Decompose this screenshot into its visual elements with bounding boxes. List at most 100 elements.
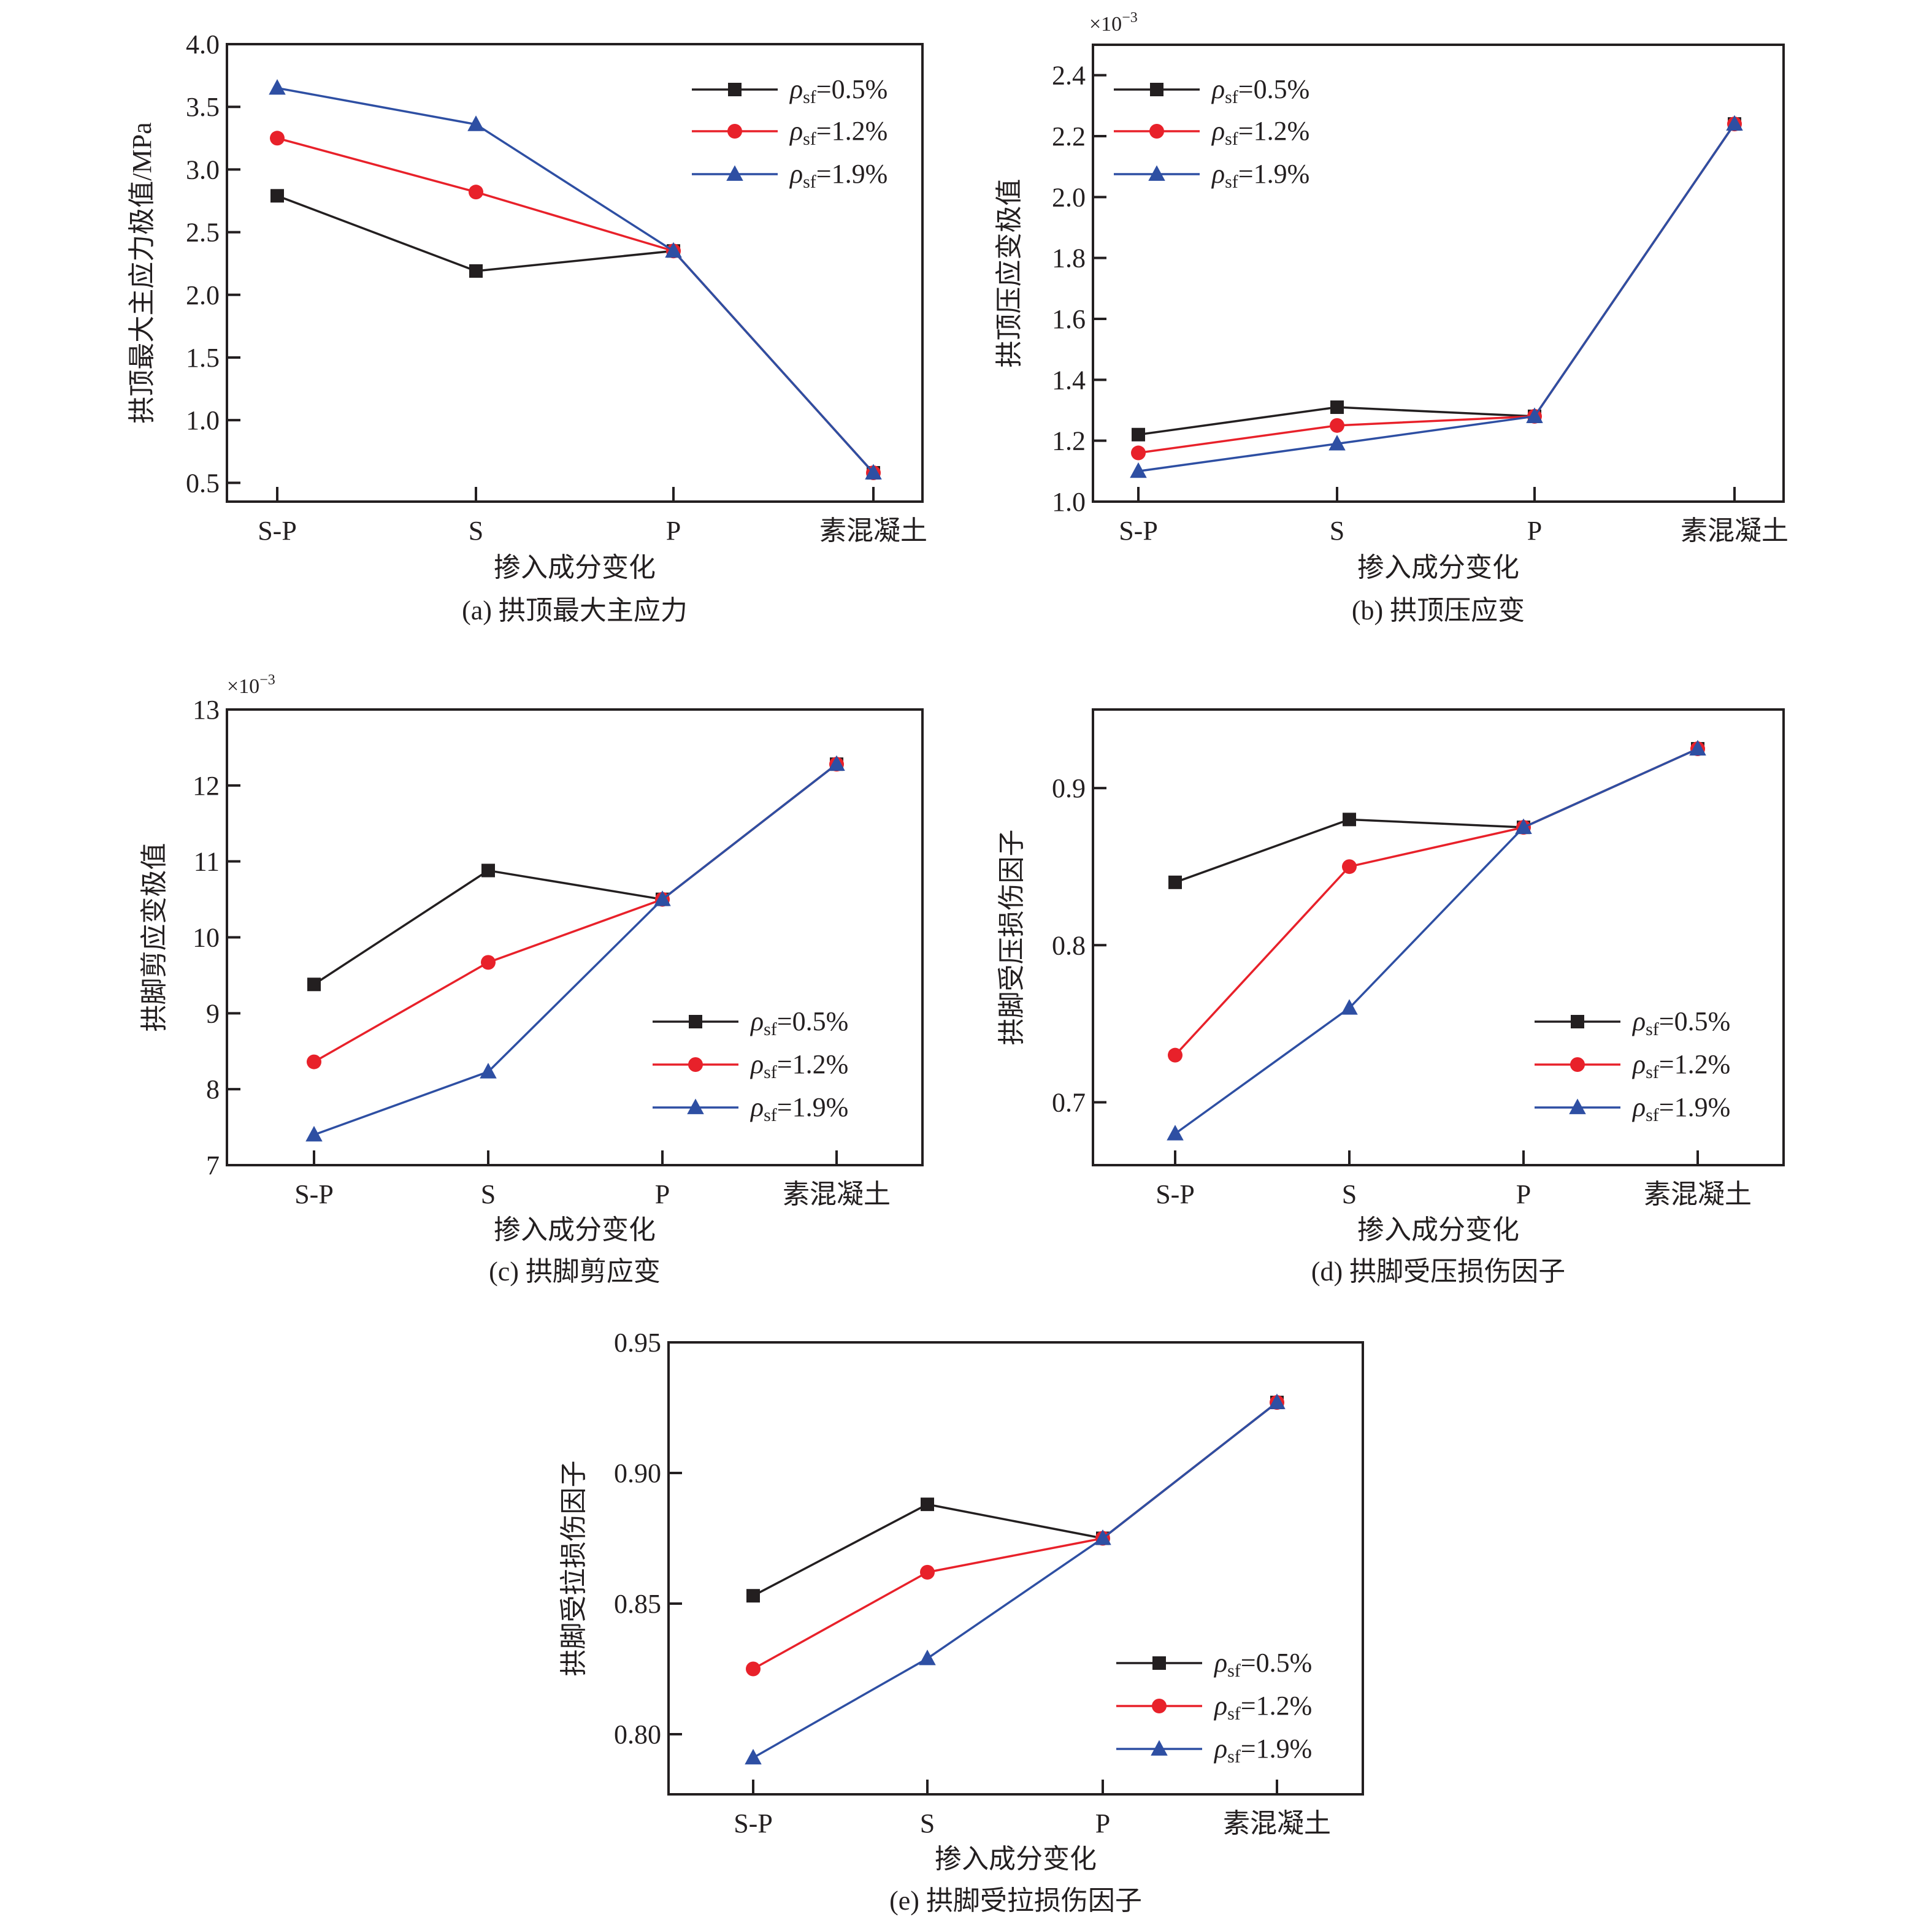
data-point-triangle xyxy=(1094,1529,1111,1545)
legend-label: ρsf=0.5% xyxy=(1213,1648,1312,1681)
series-line-3 xyxy=(313,763,838,1136)
data-point-circle xyxy=(1131,445,1146,461)
data-point-triangle xyxy=(1526,407,1543,423)
series-line-3 xyxy=(753,1401,1278,1759)
x-tick-label: S xyxy=(469,516,483,546)
legend-marker-circle xyxy=(727,124,742,139)
chart-caption: (b) 拱顶压应变 xyxy=(1352,595,1525,625)
legend-item: ρsf=1.9% xyxy=(692,159,887,192)
x-tick-label: P xyxy=(655,1179,670,1209)
data-point-circle xyxy=(920,1564,935,1580)
chart-caption: (d) 拱脚受压损伤因子 xyxy=(1311,1257,1565,1287)
data-point-square xyxy=(270,189,284,203)
legend-label: ρsf=1.2% xyxy=(1631,1049,1730,1082)
plot-frame xyxy=(1092,708,1785,1166)
y-tick-label: 0.9 xyxy=(1052,773,1086,803)
x-tick-label: P xyxy=(1527,516,1542,546)
y-tick-label: 1.0 xyxy=(186,405,220,435)
chart-caption: (a) 拱顶最大主应力 xyxy=(462,595,688,625)
data-point-square xyxy=(746,1589,760,1603)
x-tick-label: S-P xyxy=(1156,1179,1195,1209)
y-tick-label: 7 xyxy=(206,1150,220,1180)
y-tick-label: 12 xyxy=(193,771,220,801)
y-tick-label: 3.5 xyxy=(186,92,220,122)
legend-item: ρsf=1.2% xyxy=(1116,1691,1312,1724)
legend-item: ρsf=1.9% xyxy=(1116,1734,1312,1767)
series-line-1 xyxy=(277,194,875,474)
y-tick-label: 0.5 xyxy=(186,468,220,498)
data-point-triangle xyxy=(745,1748,762,1765)
data-point-triangle xyxy=(1130,462,1147,478)
y-axis-title: 拱顶最大主应力极值/MPa xyxy=(127,122,157,423)
x-axis-title: 掺入成分变化 xyxy=(935,1844,1097,1874)
data-point-triangle xyxy=(1726,115,1743,131)
legend-label: ρsf=1.9% xyxy=(789,159,887,192)
x-axis-title: 掺入成分变化 xyxy=(1357,553,1519,583)
legend-marker-circle xyxy=(1149,124,1164,139)
data-point-circle xyxy=(746,1661,761,1677)
x-axis-title: 掺入成分变化 xyxy=(494,553,656,583)
legend-item: ρsf=0.5% xyxy=(1114,74,1309,107)
legend-marker-circle xyxy=(688,1057,703,1072)
series-line-2 xyxy=(1174,748,1698,1056)
data-point-circle xyxy=(307,1054,321,1069)
x-tick-label: P xyxy=(1095,1808,1110,1838)
y-axis-title: 拱脚受拉损伤因子 xyxy=(559,1461,589,1677)
data-point-square xyxy=(307,977,321,992)
legend: ρsf=0.5% ρsf=1.2% ρsf=1.9% xyxy=(1535,1006,1730,1125)
legend-marker-square xyxy=(689,1015,702,1028)
series-line-1 xyxy=(1175,748,1698,884)
y-tick-label: 2.0 xyxy=(1052,182,1086,212)
data-point-triangle xyxy=(828,755,845,771)
data-point-square xyxy=(469,264,483,278)
data-point-square xyxy=(1168,875,1182,889)
x-tick-label: S-P xyxy=(734,1808,773,1838)
x-tick-label: S xyxy=(1330,516,1344,546)
data-point-triangle xyxy=(305,1125,323,1142)
plot-frame xyxy=(667,1341,1364,1796)
legend-item: ρsf=1.2% xyxy=(1535,1049,1730,1082)
legend-marker-triangle xyxy=(1151,1740,1168,1756)
series-line-3 xyxy=(1174,748,1698,1135)
data-point-triangle xyxy=(269,79,286,95)
series-line-3 xyxy=(1138,123,1736,473)
x-tick-label: 素混凝土 xyxy=(1681,516,1788,546)
x-tick-label: S xyxy=(481,1179,496,1209)
y-tick-label: 13 xyxy=(193,695,220,725)
axis-multiplier: ×10−3 xyxy=(227,672,275,698)
y-axis-title: 拱脚受压损伤因子 xyxy=(997,830,1027,1046)
y-axis-title: 拱顶压应变极值 xyxy=(994,179,1024,368)
legend-marker-square xyxy=(1152,1656,1166,1670)
series-line-1 xyxy=(753,1401,1278,1597)
data-point-square xyxy=(1343,813,1356,827)
x-axis-title: 掺入成分变化 xyxy=(494,1215,656,1245)
legend-item: ρsf=0.5% xyxy=(692,74,887,107)
chart-caption: (c) 拱脚剪应变 xyxy=(489,1257,661,1287)
axis-multiplier: ×10−3 xyxy=(1089,10,1138,36)
legend-item: ρsf=1.9% xyxy=(1535,1092,1730,1125)
x-tick-label: 素混凝土 xyxy=(783,1179,891,1209)
y-tick-label: 1.8 xyxy=(1052,243,1086,274)
x-tick-label: S-P xyxy=(258,516,297,546)
legend-label: ρsf=1.9% xyxy=(1631,1092,1730,1125)
x-tick-label: S-P xyxy=(294,1179,334,1209)
y-tick-label: 2.0 xyxy=(186,280,220,310)
x-tick-label: S xyxy=(1342,1179,1357,1209)
y-tick-label: 4.0 xyxy=(186,29,220,59)
data-point-circle xyxy=(1330,418,1344,433)
data-point-triangle xyxy=(1341,999,1358,1015)
y-tick-label: 0.85 xyxy=(614,1589,661,1619)
legend-item: ρsf=0.5% xyxy=(1535,1006,1730,1039)
legend-marker-triangle xyxy=(1148,165,1165,181)
data-point-triangle xyxy=(480,1063,497,1079)
data-point-triangle xyxy=(1328,435,1346,451)
legend-marker-square xyxy=(1150,83,1163,96)
legend-item: ρsf=1.2% xyxy=(692,116,887,149)
legend-item: ρsf=1.2% xyxy=(653,1049,848,1082)
y-tick-label: 10 xyxy=(193,923,220,953)
legend-marker-square xyxy=(728,83,742,96)
